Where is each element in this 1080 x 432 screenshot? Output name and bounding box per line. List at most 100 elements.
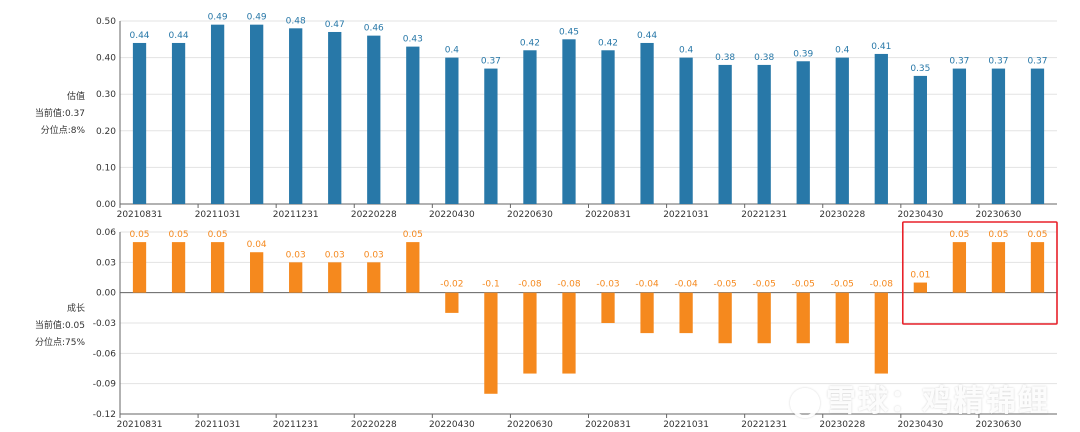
bottom-y-tick-label: 0.03 (96, 258, 116, 268)
bottom-y-tick-label: 0.06 (96, 228, 116, 238)
bottom-bar (210, 242, 225, 293)
top-bar (796, 61, 810, 205)
top-bar (718, 64, 732, 204)
bottom-data-label: 0.03 (325, 250, 345, 260)
bottom-data-label: 0.05 (169, 230, 189, 240)
top-data-label: 0.43 (403, 35, 423, 45)
bottom-bar (601, 292, 615, 323)
bottom-data-label: -0.08 (870, 280, 894, 290)
bottom-panel-percentile: 分位点:75% (34, 338, 85, 348)
bottom-data-label: -0.08 (518, 280, 542, 290)
bottom-data-label: 0.05 (949, 230, 969, 240)
top-x-tick-label: 20220630 (507, 210, 553, 220)
highlight-box (901, 221, 1058, 325)
bottom-data-label: 0.03 (364, 250, 384, 260)
bottom-data-label: 0.01 (910, 271, 930, 281)
top-x-tick-label: 20210831 (117, 210, 163, 220)
bottom-data-label: -0.05 (753, 280, 776, 290)
top-data-label: 0.38 (754, 53, 774, 63)
top-data-label: 0.48 (286, 16, 306, 26)
bottom-data-label: 0.05 (129, 230, 149, 240)
bottom-x-tick-label: 20211231 (273, 420, 319, 430)
bottom-x-tick-label: 20230630 (976, 420, 1022, 430)
bottom-x-tick-label: 20220831 (585, 420, 631, 430)
bottom-data-label: -0.02 (440, 280, 463, 290)
top-y-tick-label: 0.50 (96, 17, 116, 27)
bottom-x-tick-label: 20211031 (195, 420, 241, 430)
top-bar (1030, 68, 1045, 204)
bottom-bar (367, 262, 381, 293)
bottom-panel-label: 成长 (66, 304, 85, 314)
top-y-tick-label: 0.10 (96, 163, 116, 173)
top-y-tick-label: 0.30 (96, 90, 116, 100)
snowball-logo-icon (790, 387, 820, 418)
top-bar (484, 68, 498, 204)
bottom-data-label: -0.03 (596, 280, 619, 290)
bottom-data-label: 0.05 (988, 230, 1008, 240)
top-bar (952, 68, 967, 204)
top-bar (835, 57, 849, 204)
top-data-label: 0.42 (520, 38, 540, 48)
bottom-bar (679, 292, 693, 334)
bottom-x-tick-label: 20220228 (351, 420, 397, 430)
bottom-y-tick-label: -0.06 (93, 349, 117, 359)
top-bar (523, 50, 537, 204)
bottom-bar (835, 292, 849, 344)
bottom-bar (991, 242, 1006, 293)
top-x-tick-label: 20211031 (195, 210, 241, 220)
bottom-bar (171, 242, 186, 293)
bottom-data-label: -0.08 (557, 280, 581, 290)
watermark: 雪球：鸡精锦鲤 (790, 376, 1050, 420)
top-bar (250, 24, 264, 204)
top-x-tick-label: 20230228 (819, 210, 865, 220)
top-x-tick-label: 20211231 (273, 210, 319, 220)
top-data-label: 0.4 (835, 46, 850, 56)
top-data-label: 0.37 (1027, 57, 1047, 67)
top-data-label: 0.44 (129, 31, 149, 41)
top-data-label: 0.47 (325, 20, 345, 30)
top-bar (913, 75, 927, 205)
top-bar (132, 42, 147, 205)
top-panel-percentile: 分位点:8% (40, 126, 85, 136)
top-data-label: 0.35 (910, 64, 930, 74)
bottom-bar (289, 262, 303, 293)
top-y-tick-label: 0.20 (96, 127, 116, 137)
bottom-data-label: -0.05 (713, 280, 736, 290)
bottom-bar (132, 242, 147, 293)
watermark-text: 雪球：鸡精锦鲤 (826, 384, 1050, 419)
bottom-bar (913, 282, 927, 293)
bottom-y-tick-label: 0.00 (96, 289, 116, 299)
bottom-bar (523, 292, 537, 374)
top-data-label: 0.45 (559, 27, 579, 37)
top-bar (445, 57, 459, 204)
bottom-y-tick-label: -0.12 (93, 410, 116, 420)
bottom-data-label: 0.05 (208, 230, 228, 240)
top-x-tick-label: 20230430 (897, 210, 943, 220)
top-data-label: 0.44 (637, 31, 657, 41)
top-bar (640, 42, 654, 205)
top-bar (601, 50, 615, 204)
bottom-y-tick-label: -0.03 (93, 319, 116, 329)
top-data-label: 0.49 (208, 13, 228, 23)
top-data-label: 0.42 (598, 38, 618, 48)
bottom-x-tick-label: 20220430 (429, 420, 475, 430)
bottom-bar (874, 292, 888, 374)
bottom-bar (328, 262, 342, 293)
top-data-label: 0.46 (364, 24, 384, 34)
bottom-bar (484, 292, 498, 394)
bottom-x-tick-label: 20210831 (117, 420, 163, 430)
bottom-bar (562, 292, 576, 374)
top-panel-current: 当前值:0.37 (34, 109, 85, 119)
top-bar (874, 53, 888, 204)
top-bar (210, 24, 225, 204)
bottom-panel-current: 当前值:0.05 (34, 321, 85, 331)
top-data-label: 0.37 (988, 57, 1008, 67)
top-data-label: 0.37 (481, 57, 501, 67)
bottom-data-label: -0.04 (635, 280, 659, 290)
top-data-label: 0.49 (247, 13, 267, 23)
top-bar (757, 64, 771, 204)
bottom-x-tick-label: 20221231 (741, 420, 787, 430)
top-y-tick-label: 0.40 (96, 54, 116, 64)
bottom-bar (952, 242, 967, 293)
